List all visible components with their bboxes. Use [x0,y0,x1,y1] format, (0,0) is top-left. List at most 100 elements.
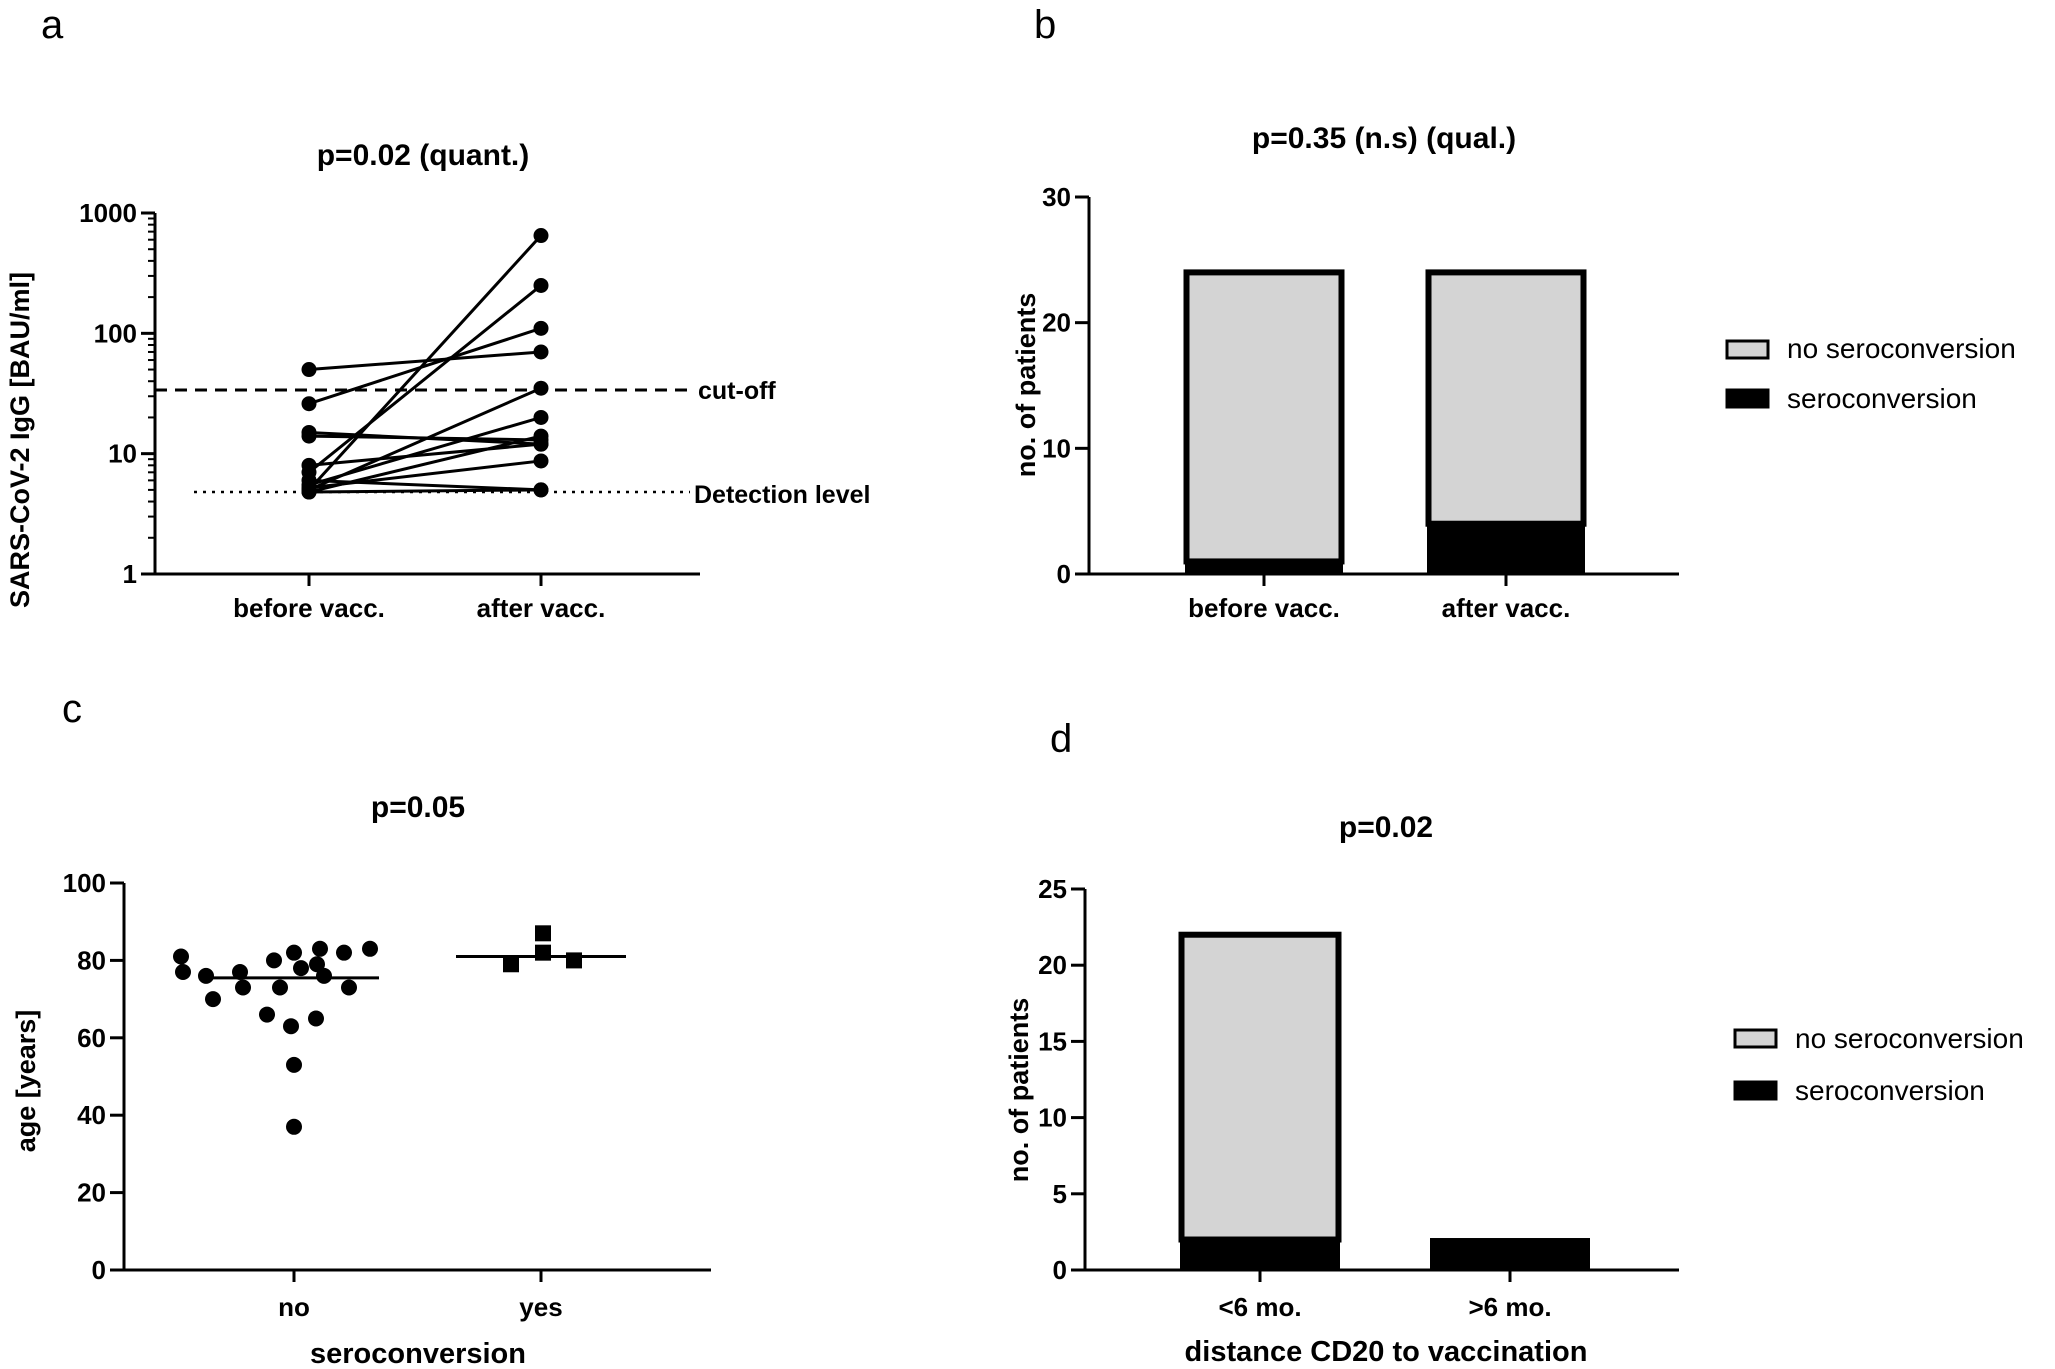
panel-a-x-tick-before: before vacc. [233,593,385,623]
panel-c-point-no [286,1118,302,1135]
panel-d-y-tick-label: 20 [1038,950,1067,980]
panel-d-plot-area: 0 5 10 15 20 25 [1038,874,1679,1285]
panel-a-pair-line [308,326,542,406]
panel-a-point-before [301,428,317,444]
panel-c-point-no [336,944,352,961]
panel-a-point-before [301,484,317,500]
panel-a-y-tick-label: 10 [108,439,137,469]
panel-c-point-no [175,964,191,981]
panel-d-x-tick-lt6: <6 mo. [1218,1292,1301,1322]
panel-a-point-before [301,396,317,412]
panel-c-point-no [266,952,282,969]
panel-c-y-axis-label: age [years] [11,1010,41,1153]
panel-b: b p=0.35 (n.s) (qual.) 0 10 20 30 no. of pa… [1011,3,2016,623]
panel-b-legend-swatch-seroconversion [1725,388,1770,409]
panel-b-y-tick-label: 30 [1042,182,1071,212]
panel-a-y-axis-label: SARS-CoV-2 IgG [BAU/ml] [5,272,35,608]
panel-a-point-after [533,277,549,293]
panel-d-x-tick-gt6: >6 mo. [1468,1292,1551,1322]
panel-c: c p=0.05 0 20 40 60 80 100 age [years] no yes… [11,687,711,1369]
panel-c-point-no [205,991,221,1008]
cutoff-label: cut-off [698,377,776,405]
panel-label-d: d [1050,717,1072,761]
panel-d-legend-no-seroconversion: no seroconversion [1795,1023,2024,1054]
panel-a-point-after [533,344,549,360]
panel-c-point-no [308,1010,324,1027]
panel-d-title: p=0.02 [1339,811,1433,844]
panel-c-point-no [259,1006,275,1023]
panel-a-pair-line [307,234,543,491]
panel-c-x-axis-label: seroconversion [310,1338,526,1369]
panel-c-point-no [286,944,302,961]
panel-c-point-no [272,979,288,996]
panel-c-y-tick-label: 20 [77,1178,106,1208]
panel-b-bar-seroconversion [1185,559,1343,576]
panel-a: a p=0.02 (quant.) 1 10 100 1000 SARS-CoV-2 … [5,3,870,623]
panel-a-point-after [533,409,549,425]
panel-c-point-no [232,964,248,981]
panel-b-x-tick-before: before vacc. [1188,593,1340,623]
panel-d-y-tick-label: 5 [1053,1179,1067,1209]
panel-a-pair-line [308,386,542,492]
panel-b-legend-no-seroconversion: no seroconversion [1787,333,2016,364]
panel-b-plot-area: 0 10 20 30 [1042,182,1679,589]
panel-b-title: p=0.35 (n.s) (qual.) [1252,122,1516,155]
panel-c-point-no [293,960,309,977]
panel-b-y-tick-label: 20 [1042,308,1071,338]
panel-a-y-tick-label: 100 [94,318,137,348]
panel-c-y-tick-label: 80 [77,945,106,975]
panel-c-point-no [198,967,214,984]
panel-c-y-tick-label: 40 [77,1100,106,1130]
panel-c-y-tick-label: 100 [63,868,106,898]
panel-label-c: c [62,687,82,731]
panel-c-point-no [341,979,357,996]
panel-c-point-yes [566,952,582,969]
panel-b-legend-swatch-no-seroconversion [1725,339,1770,360]
panel-d-y-tick-label: 0 [1053,1255,1067,1285]
panel-a-point-after [533,453,549,469]
panel-b-legend-seroconversion: seroconversion [1787,383,1977,414]
panel-a-point-after [533,482,549,498]
panel-d-y-tick-label: 15 [1038,1026,1067,1056]
panel-a-point-after [533,380,549,396]
panel-b-x-tick-after: after vacc. [1442,593,1571,623]
panel-b-y-tick-label: 0 [1057,559,1071,589]
panel-a-pair-line [308,488,542,494]
panel-c-point-no [173,948,189,965]
panel-d-bar-seroconversion [1430,1238,1590,1272]
panel-d-y-axis-label: no. of patients [1004,998,1034,1183]
panel-a-pair-line [308,434,542,494]
panel-b-bar-no-seroconversion [1425,269,1587,527]
panel-c-point-yes [503,956,519,973]
panel-c-plot-area: 0 20 40 60 80 100 [63,868,711,1285]
panel-d-legend-swatch-seroconversion [1733,1080,1778,1101]
panel-c-point-no [362,940,378,957]
panel-a-y-tick-label: 1 [123,559,137,589]
panel-c-point-no [309,956,325,973]
panel-a-plot-area: 1 10 100 1000 [79,198,700,589]
panel-c-point-yes [535,944,551,961]
panel-a-point-after [533,320,549,336]
panel-d-bar-seroconversion [1180,1238,1340,1272]
panel-c-x-tick-no: no [278,1292,310,1322]
panel-c-point-yes [535,925,551,942]
panel-b-bar-seroconversion [1427,522,1585,576]
panel-d-legend-seroconversion: seroconversion [1795,1075,1985,1106]
panel-label-b: b [1034,3,1056,47]
panel-b-bar-no-seroconversion [1183,269,1345,565]
panel-c-point-no [235,979,251,996]
panel-a-point-after [533,228,549,244]
panel-d-y-tick-label: 10 [1038,1103,1067,1133]
detection-level-label: Detection level [694,481,870,509]
panel-c-y-tick-label: 0 [92,1255,106,1285]
panel-c-point-no [312,940,328,957]
panel-label-a: a [41,3,64,47]
panel-c-title: p=0.05 [371,791,465,824]
panel-d-legend-swatch-no-seroconversion [1733,1028,1778,1049]
panel-a-pair-line [308,284,542,474]
panel-d-x-axis-label: distance CD20 to vaccination [1185,1336,1588,1368]
panel-c-point-no [283,1018,299,1035]
panel-c-point-no [286,1056,302,1073]
panel-a-point-before [301,362,317,378]
